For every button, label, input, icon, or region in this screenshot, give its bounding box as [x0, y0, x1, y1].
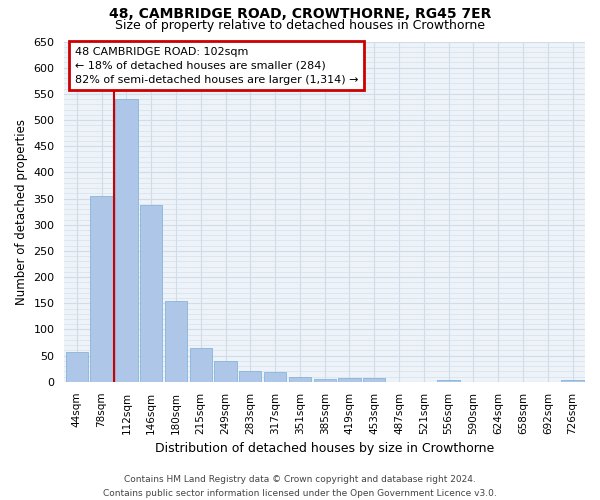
Bar: [363, 378, 385, 382]
Text: 48, CAMBRIDGE ROAD, CROWTHORNE, RG45 7ER: 48, CAMBRIDGE ROAD, CROWTHORNE, RG45 7ER: [109, 8, 491, 22]
Text: Contains HM Land Registry data © Crown copyright and database right 2024.
Contai: Contains HM Land Registry data © Crown c…: [103, 476, 497, 498]
Bar: [115, 99, 137, 382]
Bar: [190, 348, 212, 382]
X-axis label: Distribution of detached houses by size in Crowthorne: Distribution of detached houses by size …: [155, 442, 494, 455]
Bar: [289, 376, 311, 382]
Bar: [338, 378, 361, 382]
Y-axis label: Number of detached properties: Number of detached properties: [15, 118, 28, 304]
Bar: [264, 372, 286, 382]
Bar: [140, 205, 163, 382]
Bar: [214, 361, 236, 382]
Bar: [65, 352, 88, 382]
Bar: [165, 300, 187, 382]
Bar: [239, 371, 262, 382]
Text: Size of property relative to detached houses in Crowthorne: Size of property relative to detached ho…: [115, 19, 485, 32]
Bar: [562, 380, 584, 382]
Bar: [437, 380, 460, 382]
Bar: [91, 196, 113, 382]
Bar: [314, 378, 336, 382]
Text: 48 CAMBRIDGE ROAD: 102sqm
← 18% of detached houses are smaller (284)
82% of semi: 48 CAMBRIDGE ROAD: 102sqm ← 18% of detac…: [75, 46, 358, 84]
